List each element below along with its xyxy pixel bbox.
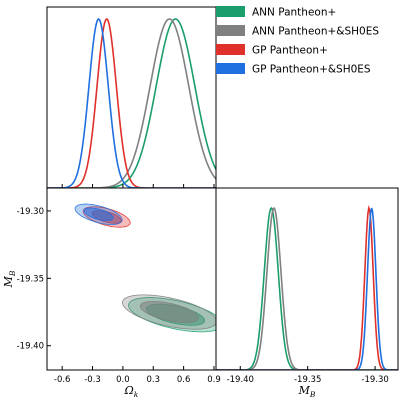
legend-label-gp-pantheonplus-sh0es: GP Pantheon+&SH0ES bbox=[252, 64, 371, 76]
legend-swatch-gp-pantheonplus-sh0es bbox=[216, 63, 245, 74]
tick-label-mb-x: -19.40 bbox=[227, 375, 254, 385]
tick-label-mb-y: -19.35 bbox=[17, 274, 44, 284]
marginal-mb-gp-pantheonplus-sh0es bbox=[216, 207, 398, 370]
tick-label-omega-k: 0.0 bbox=[116, 375, 130, 385]
panel-2d-frame bbox=[46, 187, 217, 371]
contour-68-ann-pantheonplus-sh0es bbox=[139, 301, 199, 324]
axis-label-mb-x: MB bbox=[298, 384, 316, 399]
axis-label-omega-k: Ωk bbox=[124, 384, 139, 399]
tick-label-omega-k: -0.6 bbox=[54, 375, 71, 385]
tick-label-omega-k: 0.3 bbox=[146, 375, 160, 385]
legend-swatch-gp-pantheonplus bbox=[216, 44, 245, 55]
tick-label-mb-x: -19.30 bbox=[361, 375, 388, 385]
marginal-omega-k-gp-pantheonplus bbox=[47, 18, 216, 188]
contour-68-gp-pantheonplus-sh0es bbox=[83, 207, 114, 222]
frames-layer bbox=[46, 6, 399, 371]
tick-label-omega-k: 0.9 bbox=[207, 375, 221, 385]
axis-label-mb-y: MB bbox=[2, 270, 17, 288]
tick-label-mb-y: -19.30 bbox=[17, 207, 44, 217]
legend-swatch-ann-pantheonplus bbox=[216, 6, 245, 17]
marginal-mb-gp-pantheonplus bbox=[216, 204, 398, 370]
tick-label-mb-y: -19.40 bbox=[17, 342, 44, 352]
legend-swatch-ann-pantheonplus-sh0es bbox=[216, 25, 245, 36]
marginal-omega-k-ann-pantheonplus-sh0es bbox=[47, 18, 216, 188]
tick-label-mb-x: -19.35 bbox=[294, 375, 321, 385]
ticks-layer: -0.6 -0.3 0.0 0.3 0.6 0.9 -19.40 -19.35 -19.30 -1… bbox=[2, 184, 389, 399]
tick-label-omega-k: 0.6 bbox=[177, 375, 191, 385]
contours-layer bbox=[74, 203, 216, 333]
legend-label-ann-pantheonplus-sh0es: ANN Pantheon+&SH0ES bbox=[252, 26, 379, 38]
legend: ANN Pantheon+ ANN Pantheon+&SH0ES GP Panth… bbox=[216, 6, 379, 76]
legend-label-ann-pantheonplus: ANN Pantheon+ bbox=[252, 7, 336, 19]
tick-label-omega-k: -0.3 bbox=[84, 375, 101, 385]
panel-mb-frame bbox=[215, 187, 399, 371]
legend-label-gp-pantheonplus: GP Pantheon+ bbox=[252, 45, 328, 57]
marginal-omega-k-ann-pantheonplus bbox=[47, 18, 216, 188]
